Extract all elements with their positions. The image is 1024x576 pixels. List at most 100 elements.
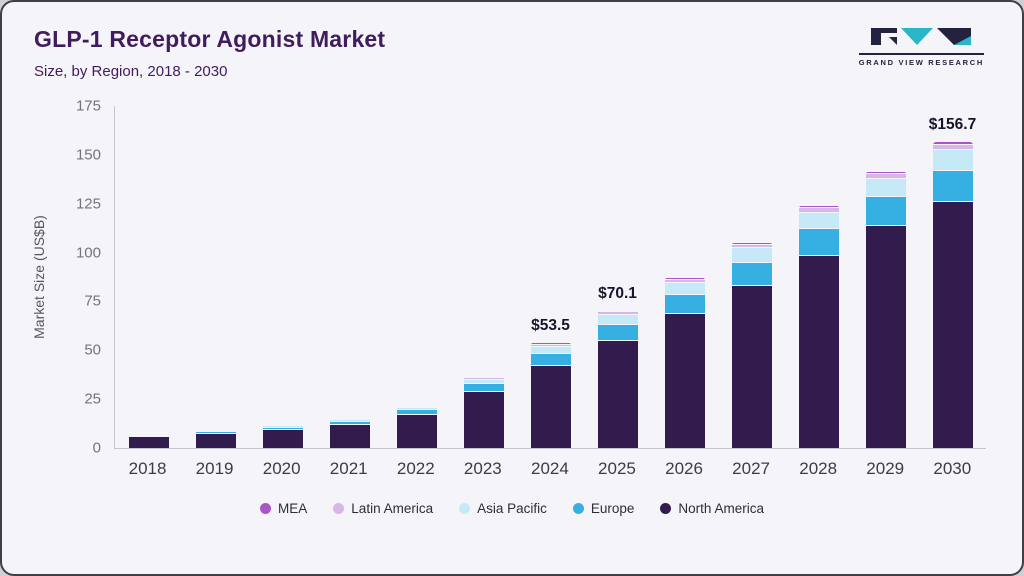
page-title: GLP-1 Receptor Agonist Market bbox=[34, 26, 386, 52]
segment-latin-america bbox=[731, 244, 772, 249]
segment-europe bbox=[262, 427, 303, 431]
bar-2029 bbox=[865, 106, 906, 448]
segment-mea bbox=[932, 141, 973, 145]
bars-container bbox=[115, 106, 986, 448]
segment-asia-pacific bbox=[195, 431, 236, 432]
logo-mark-icon bbox=[871, 28, 972, 45]
x-label-2021: 2021 bbox=[329, 459, 368, 478]
segment-mea bbox=[597, 311, 638, 313]
x-label-2023: 2023 bbox=[463, 459, 502, 478]
segment-mea bbox=[865, 171, 906, 174]
legend-swatch-mea bbox=[260, 503, 272, 514]
segment-asia-pacific bbox=[128, 434, 169, 436]
segment-latin-america bbox=[664, 279, 705, 283]
total-label-2025: $70.1 bbox=[598, 285, 637, 303]
legend-swatch-north-america bbox=[660, 503, 672, 514]
total-label-2024: $53.5 bbox=[531, 317, 570, 335]
segment-asia-pacific bbox=[798, 212, 839, 230]
segment-europe bbox=[798, 229, 839, 256]
x-label-2027: 2027 bbox=[732, 459, 770, 478]
segment-asia-pacific bbox=[597, 314, 638, 325]
header-text: GLP-1 Receptor Agonist Market Size, by R… bbox=[34, 26, 385, 80]
bar-2019 bbox=[195, 106, 236, 448]
segment-north-america bbox=[798, 255, 839, 448]
bar-2023 bbox=[463, 106, 504, 448]
segment-mea bbox=[798, 206, 839, 209]
legend-item-latin-america: Latin America bbox=[333, 501, 433, 516]
bar-2028 bbox=[798, 106, 839, 448]
segment-latin-america bbox=[932, 144, 973, 150]
x-label-2030: 2030 bbox=[933, 459, 972, 478]
logo-text: GRAND VIEW RESEARCH bbox=[858, 53, 984, 67]
bar-2020 bbox=[262, 106, 303, 448]
segment-north-america bbox=[530, 365, 571, 448]
x-label-2022: 2022 bbox=[396, 459, 435, 478]
legend-label: North America bbox=[678, 501, 764, 516]
segment-europe bbox=[195, 431, 236, 434]
x-label-2025: 2025 bbox=[598, 459, 636, 478]
segment-north-america bbox=[195, 433, 236, 448]
bar-2025 bbox=[597, 106, 638, 448]
header: GLP-1 Receptor Agonist Market Size, by R… bbox=[2, 2, 1022, 80]
bar-2022 bbox=[396, 106, 437, 448]
y-tick-label-150: 150 bbox=[75, 146, 101, 164]
segment-europe bbox=[597, 324, 638, 341]
x-label-2019: 2019 bbox=[195, 459, 234, 478]
segment-north-america bbox=[128, 437, 169, 448]
x-axis-labels: 2018 2019 2020 2021 2022 2023 2024 2025 2026 2027… bbox=[114, 459, 986, 479]
y-tick-label-175: 175 bbox=[75, 97, 101, 115]
legend-item-asia-pacific: Asia Pacific bbox=[459, 501, 547, 516]
bar-2024 bbox=[530, 106, 571, 448]
legend-label: Asia Pacific bbox=[477, 501, 547, 516]
legend-label: Latin America bbox=[351, 501, 434, 516]
total-label-2030: $156.7 bbox=[928, 115, 977, 133]
segment-north-america bbox=[463, 392, 504, 448]
segment-europe bbox=[463, 384, 504, 393]
page-subtitle: Size, by Region, 2018 - 2030 bbox=[34, 63, 228, 80]
segment-asia-pacific bbox=[329, 419, 370, 422]
segment-europe bbox=[932, 170, 973, 202]
segment-europe bbox=[865, 197, 906, 227]
y-tick-label-25: 25 bbox=[84, 390, 101, 408]
y-tick-label-75: 75 bbox=[84, 292, 101, 310]
y-tick-label-100: 100 bbox=[75, 244, 101, 262]
segment-asia-pacific bbox=[865, 178, 906, 198]
segment-north-america bbox=[932, 201, 973, 448]
segment-latin-america bbox=[329, 419, 370, 420]
segment-europe bbox=[530, 353, 571, 366]
segment-latin-america bbox=[798, 208, 839, 213]
segment-north-america bbox=[865, 226, 906, 448]
x-label-2026: 2026 bbox=[665, 459, 703, 478]
x-label-2029: 2029 bbox=[866, 459, 905, 478]
legend: MEA Latin America Asia Pacific Europe North … bbox=[2, 501, 1022, 516]
bar-2018 bbox=[128, 106, 169, 448]
segment-north-america bbox=[664, 314, 705, 448]
x-label-2018: 2018 bbox=[128, 459, 167, 478]
segment-north-america bbox=[597, 340, 638, 448]
legend-item-europe: Europe bbox=[572, 501, 634, 516]
segment-mea bbox=[731, 242, 772, 245]
segment-north-america bbox=[262, 430, 303, 448]
segment-asia-pacific bbox=[932, 149, 973, 171]
segment-europe bbox=[664, 294, 705, 315]
bar-2030 bbox=[932, 106, 973, 448]
bar-2027 bbox=[731, 106, 772, 448]
segment-mea bbox=[463, 377, 504, 379]
y-axis-title: Market Size (US$B) bbox=[31, 215, 47, 339]
segment-latin-america bbox=[865, 173, 906, 179]
segment-north-america bbox=[329, 424, 370, 448]
segment-latin-america bbox=[396, 407, 437, 408]
bar-2021 bbox=[329, 106, 370, 448]
x-label-2028: 2028 bbox=[799, 459, 838, 478]
legend-item-north-america: North America bbox=[660, 501, 764, 516]
segment-latin-america bbox=[530, 344, 571, 347]
legend-item-mea: MEA bbox=[260, 501, 307, 516]
chart-area: Market Size (US$B) 0 25 50 75 100 125 150 175 $5… bbox=[2, 98, 1022, 516]
segment-europe bbox=[396, 410, 437, 416]
segment-asia-pacific bbox=[463, 379, 504, 385]
legend-swatch-asia-pacific bbox=[459, 503, 471, 514]
y-tick-label-125: 125 bbox=[75, 195, 101, 213]
legend-swatch-latin-america bbox=[333, 503, 345, 514]
segment-asia-pacific bbox=[262, 426, 303, 428]
